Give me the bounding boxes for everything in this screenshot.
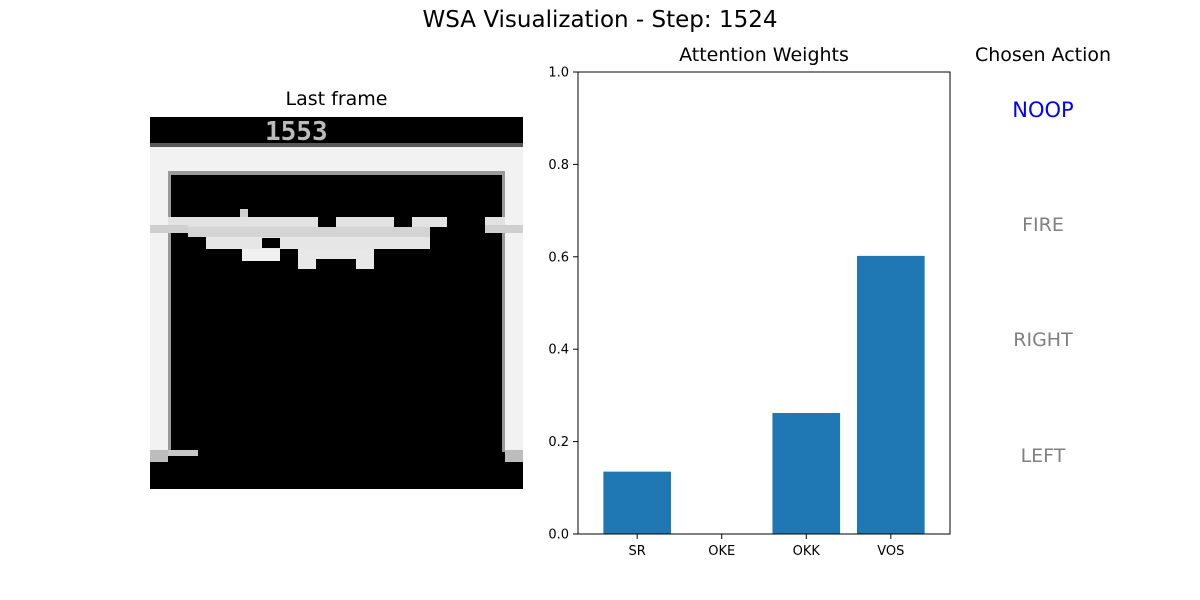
action-fire: FIRE: [1022, 214, 1064, 236]
chosen-action-title: Chosen Action: [974, 44, 1112, 66]
x-tick-label: SR: [629, 544, 646, 559]
bar-sr: [603, 471, 671, 534]
bar-okk: [772, 412, 841, 534]
game-score-text: 1553: [265, 117, 328, 147]
y-tick-label: 0.4: [548, 343, 569, 358]
action-noop: NOOP: [1012, 98, 1074, 122]
figure-title: WSA Visualization - Step: 1524: [422, 7, 778, 33]
x-tick-label: VOS: [877, 544, 904, 559]
action-left: LEFT: [1020, 445, 1066, 467]
action-right: RIGHT: [1013, 329, 1073, 351]
y-tick-label: 0.2: [548, 435, 569, 450]
y-tick-label: 0.0: [548, 528, 569, 543]
bar-vos: [857, 255, 925, 534]
chart-title: Attention Weights: [679, 44, 849, 66]
y-tick-label: 0.6: [548, 250, 569, 265]
y-tick-label: 0.8: [548, 158, 569, 173]
game-frame-image: 1553: [150, 117, 523, 489]
x-tick-label: OKK: [793, 544, 821, 559]
x-tick-label: OKE: [708, 544, 735, 559]
y-tick-label: 1.0: [548, 66, 569, 81]
last-frame-title: Last frame: [285, 88, 388, 110]
plot-frame: [577, 71, 951, 535]
